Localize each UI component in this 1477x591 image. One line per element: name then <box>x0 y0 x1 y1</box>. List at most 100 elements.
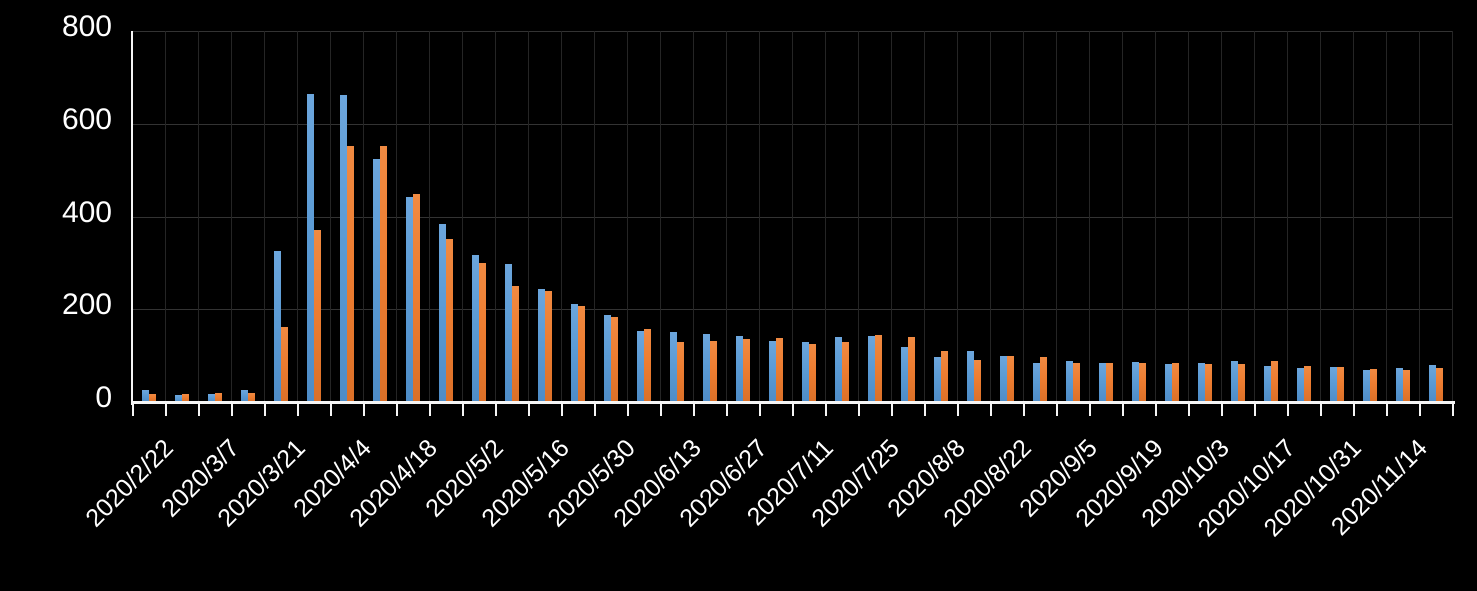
bar-series-1-2020-3-28 <box>307 94 314 402</box>
bar-series-1-2020-10-10 <box>1231 361 1238 402</box>
category-2020-8-1 <box>892 31 925 402</box>
x-tick-mark <box>627 404 629 416</box>
bar-series-2-2020-2-29 <box>182 394 189 402</box>
x-tick-mark <box>825 404 827 416</box>
x-tick-mark <box>429 404 431 416</box>
x-tick-mark <box>924 404 926 416</box>
bar-series-2-2020-7-25 <box>875 335 882 402</box>
bar-series-2-2020-6-20 <box>710 341 717 402</box>
bar-series-2-2020-9-19 <box>1139 363 1146 402</box>
bar-series-1-2020-8-1 <box>901 347 908 402</box>
category-2020-3-21 <box>265 31 298 402</box>
category-2020-2-29 <box>166 31 199 402</box>
bar-series-1-2020-4-4 <box>340 95 347 402</box>
category-2020-10-17 <box>1255 31 1288 402</box>
category-2020-5-23 <box>562 31 595 402</box>
x-tick-mark <box>792 404 794 416</box>
x-tick-mark <box>495 404 497 416</box>
gridline-y-400 <box>133 216 1453 218</box>
category-2020-5-9 <box>496 31 529 402</box>
bar-series-1-2020-7-18 <box>835 337 842 402</box>
category-2020-9-12 <box>1090 31 1123 402</box>
bar-series-2-2020-7-4 <box>776 338 783 402</box>
x-tick-mark <box>1452 404 1454 416</box>
category-2020-9-26 <box>1156 31 1189 402</box>
bar-series-1-2020-5-9 <box>505 264 512 402</box>
gridline-y-200 <box>133 309 1453 311</box>
y-tick-label-0: 0 <box>95 381 112 414</box>
x-tick-mark <box>462 404 464 416</box>
bar-series-2-2020-3-21 <box>281 327 288 402</box>
bar-series-2-2020-3-7 <box>215 393 222 402</box>
category-2020-11-21 <box>1420 31 1453 402</box>
bar-series-2-2020-3-28 <box>314 230 321 402</box>
x-tick-mark <box>660 404 662 416</box>
x-tick-mark <box>1320 404 1322 416</box>
x-tick-mark <box>858 404 860 416</box>
bar-series-1-2020-6-6 <box>637 331 644 402</box>
y-axis-line <box>131 31 133 405</box>
x-tick-mark <box>891 404 893 416</box>
category-2020-8-8 <box>925 31 958 402</box>
bar-series-2-2020-7-11 <box>809 344 816 402</box>
bar-series-1-2020-3-14 <box>241 390 248 402</box>
x-tick-mark <box>1419 404 1421 416</box>
category-2020-3-7 <box>199 31 232 402</box>
x-axis-line <box>131 401 1455 404</box>
bar-series-1-2020-3-21 <box>274 251 281 402</box>
category-2020-8-29 <box>1024 31 1057 402</box>
category-2020-4-25 <box>430 31 463 402</box>
category-2020-10-24 <box>1288 31 1321 402</box>
bar-series-1-2020-10-3 <box>1198 363 1205 402</box>
bar-series-2-2020-10-3 <box>1205 364 1212 402</box>
x-tick-mark <box>1155 404 1157 416</box>
bar-series-2-2020-6-6 <box>644 329 651 402</box>
bar-series-1-2020-10-24 <box>1297 368 1304 402</box>
bar-series-2-2020-5-16 <box>545 291 552 402</box>
x-tick-mark <box>726 404 728 416</box>
category-2020-2-22 <box>133 31 166 402</box>
category-2020-4-4 <box>331 31 364 402</box>
x-tick-mark <box>231 404 233 416</box>
category-cells <box>133 31 1453 402</box>
bar-series-2-2020-9-26 <box>1172 363 1179 402</box>
category-2020-11-7 <box>1354 31 1387 402</box>
category-2020-7-4 <box>760 31 793 402</box>
bar-series-1-2020-2-29 <box>175 395 182 402</box>
x-tick-mark <box>132 404 134 416</box>
bar-series-2-2020-5-9 <box>512 286 519 402</box>
bar-series-2-2020-11-7 <box>1370 369 1377 402</box>
bar-series-2-2020-10-24 <box>1304 366 1311 402</box>
bar-series-2-2020-10-31 <box>1337 367 1344 402</box>
x-tick-mark <box>330 404 332 416</box>
bar-series-2-2020-6-27 <box>743 339 750 402</box>
category-2020-3-28 <box>298 31 331 402</box>
x-tick-mark <box>1188 404 1190 416</box>
x-tick-mark <box>1023 404 1025 416</box>
bar-series-1-2020-11-7 <box>1363 370 1370 402</box>
bar-series-1-2020-8-15 <box>967 351 974 402</box>
bar-series-1-2020-10-31 <box>1330 367 1337 402</box>
bar-series-1-2020-11-14 <box>1396 368 1403 402</box>
category-2020-7-11 <box>793 31 826 402</box>
x-tick-mark <box>957 404 959 416</box>
y-tick-label-800: 800 <box>61 10 112 43</box>
x-tick-mark <box>1386 404 1388 416</box>
category-2020-7-25 <box>859 31 892 402</box>
bar-series-1-2020-9-26 <box>1165 364 1172 402</box>
y-tick-label-400: 400 <box>61 195 112 229</box>
bar-series-2-2020-9-5 <box>1073 363 1080 402</box>
gridline-y-800 <box>133 31 1453 32</box>
bar-series-1-2020-5-30 <box>604 315 611 402</box>
category-2020-7-18 <box>826 31 859 402</box>
bar-series-2-2020-5-2 <box>479 263 486 402</box>
plot-area <box>133 31 1453 402</box>
category-2020-9-19 <box>1123 31 1156 402</box>
bar-series-2-2020-9-12 <box>1106 363 1113 402</box>
bar-series-2-2020-8-22 <box>1007 356 1014 402</box>
x-tick-mark <box>1122 404 1124 416</box>
bar-series-2-2020-11-21 <box>1436 368 1443 402</box>
y-tick-label-600: 600 <box>61 102 112 136</box>
bar-series-1-2020-6-13 <box>670 332 677 402</box>
